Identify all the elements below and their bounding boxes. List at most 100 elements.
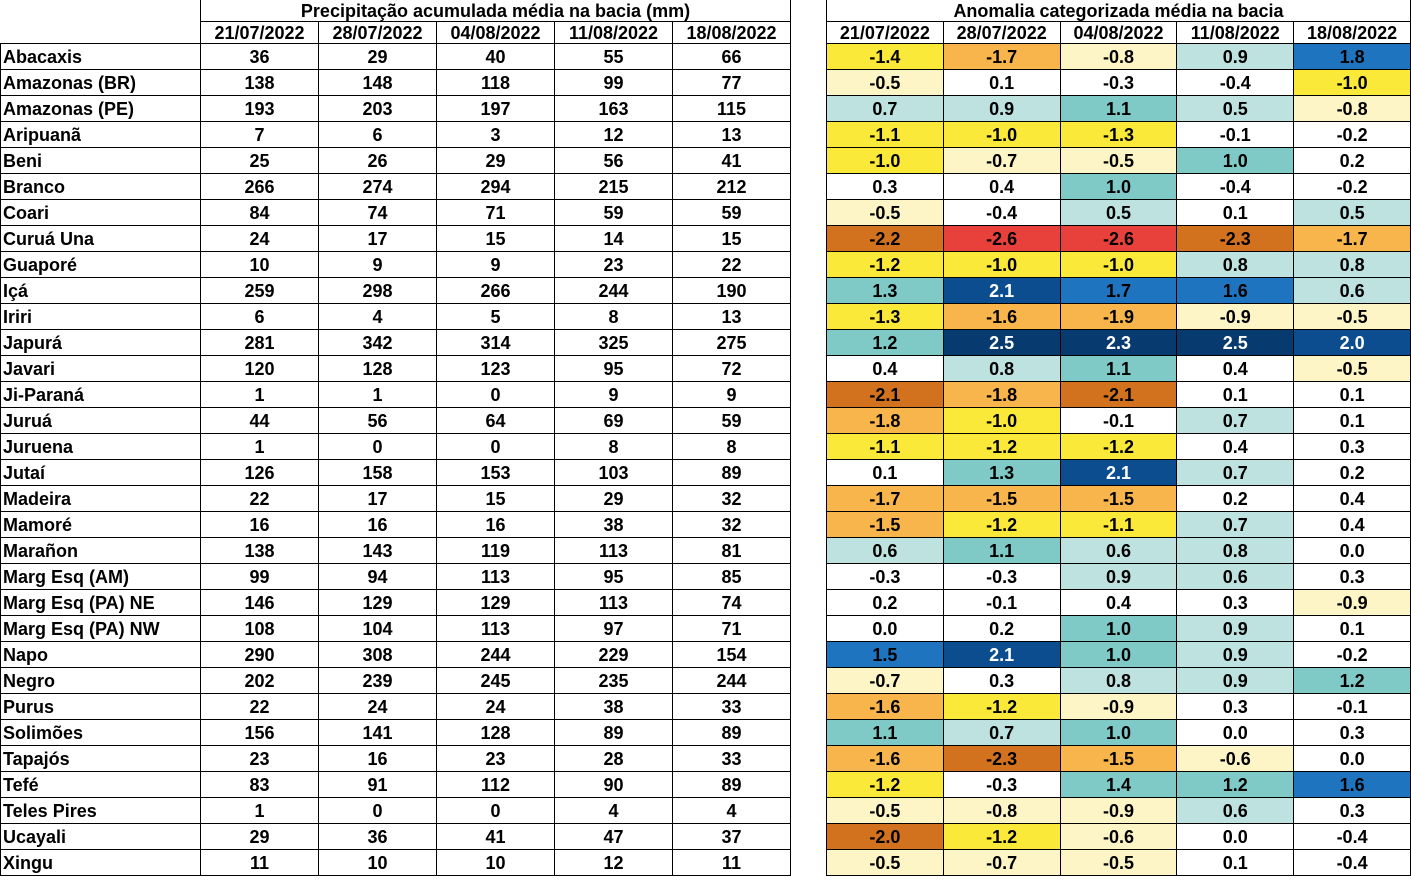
anomaly-cell: 2.0 bbox=[1293, 329, 1411, 356]
anomaly-cell: -2.3 bbox=[942, 745, 1061, 772]
basin-name: Marg Esq (PA) NW bbox=[0, 615, 201, 642]
anomaly-cell: -1.0 bbox=[1293, 69, 1411, 96]
table-row: Juruá 44 56 64 69 59 bbox=[0, 407, 791, 434]
anomaly-cell: -0.4 bbox=[1293, 849, 1411, 876]
precip-cell: 6 bbox=[200, 303, 319, 330]
anomaly-cell: -0.5 bbox=[826, 69, 944, 96]
anomaly-cell: -2.3 bbox=[1176, 225, 1295, 252]
table-row: 0.0 0.2 1.0 0.9 0.1 bbox=[826, 615, 1411, 642]
anomaly-cell: 1.3 bbox=[942, 459, 1061, 486]
precip-cell: 16 bbox=[318, 745, 437, 772]
table-row: Napo 290 308 244 229 154 bbox=[0, 641, 791, 668]
table-row: -0.5 -0.8 -0.9 0.6 0.3 bbox=[826, 797, 1411, 824]
table-row: Amazonas (PE) 193 203 197 163 115 bbox=[0, 95, 791, 122]
anomaly-cell: 1.0 bbox=[1059, 173, 1178, 200]
anomaly-table-title: Anomalia categorizada média na bacia bbox=[826, 0, 1411, 22]
precip-cell: 24 bbox=[318, 693, 437, 720]
precip-cell: 6 bbox=[318, 121, 437, 148]
precip-table-title: Precipitação acumulada média na bacia (m… bbox=[200, 0, 791, 22]
anomaly-cell: 0.6 bbox=[1059, 537, 1178, 564]
table-row: 0.1 1.3 2.1 0.7 0.2 bbox=[826, 459, 1411, 486]
precip-cell: 17 bbox=[318, 485, 437, 512]
anomaly-cell: 0.4 bbox=[1293, 511, 1411, 538]
precip-cell: 28 bbox=[554, 745, 673, 772]
anomaly-cell: 0.4 bbox=[1176, 355, 1295, 382]
table-row: -1.5 -1.2 -1.1 0.7 0.4 bbox=[826, 511, 1411, 538]
anomaly-cell: 0.9 bbox=[1176, 615, 1295, 642]
precip-cell: 36 bbox=[318, 823, 437, 850]
basin-name: Marg Esq (AM) bbox=[0, 563, 201, 590]
anomaly-cell: -0.4 bbox=[942, 199, 1061, 226]
anomaly-cell: 0.2 bbox=[826, 589, 944, 616]
anomaly-date-header: 04/08/2022 bbox=[1059, 21, 1178, 44]
anomaly-cell: 1.0 bbox=[1059, 719, 1178, 746]
table-row: Madeira 22 17 15 29 32 bbox=[0, 485, 791, 512]
anomaly-cell: -0.2 bbox=[1293, 641, 1411, 668]
precip-cell: 72 bbox=[672, 355, 791, 382]
precip-cell: 16 bbox=[318, 511, 437, 538]
anomaly-cell: -1.9 bbox=[1059, 303, 1178, 330]
anomaly-cell: 1.2 bbox=[826, 329, 944, 356]
anomaly-cell: -1.6 bbox=[826, 693, 944, 720]
basin-name: Marg Esq (PA) NE bbox=[0, 589, 201, 616]
anomaly-cell: -0.9 bbox=[1059, 693, 1178, 720]
anomaly-cell: 0.3 bbox=[1293, 433, 1411, 460]
anomaly-cell: -0.2 bbox=[1293, 121, 1411, 148]
precip-cell: 244 bbox=[436, 641, 555, 668]
anomaly-cell: -1.2 bbox=[826, 251, 944, 278]
anomaly-cell: 0.1 bbox=[1293, 381, 1411, 408]
precip-cell: 59 bbox=[554, 199, 673, 226]
basin-name: Aripuanã bbox=[0, 121, 201, 148]
anomaly-cell: -1.6 bbox=[826, 745, 944, 772]
anomaly-cell: 0.8 bbox=[1176, 537, 1295, 564]
basin-name: Iriri bbox=[0, 303, 201, 330]
anomaly-cell: 1.2 bbox=[1293, 667, 1411, 694]
anomaly-cell: 0.6 bbox=[1176, 563, 1295, 590]
precip-cell: 290 bbox=[200, 641, 319, 668]
table-row: -1.3 -1.6 -1.9 -0.9 -0.5 bbox=[826, 303, 1411, 330]
table-row: Juruena 1 0 0 8 8 bbox=[0, 433, 791, 460]
precip-date-header: 11/08/2022 bbox=[554, 21, 673, 44]
table-row: Marañon 138 143 119 113 81 bbox=[0, 537, 791, 564]
precip-cell: 1 bbox=[200, 381, 319, 408]
anomaly-cell: 0.1 bbox=[1176, 381, 1295, 408]
anomaly-cell: -0.1 bbox=[1059, 407, 1178, 434]
precip-cell: 1 bbox=[318, 381, 437, 408]
anomaly-cell: 0.1 bbox=[1293, 615, 1411, 642]
table-row: Marg Esq (PA) NW 108 104 113 97 71 bbox=[0, 615, 791, 642]
anomaly-cell: 0.6 bbox=[1293, 277, 1411, 304]
table-row: Beni 25 26 29 56 41 bbox=[0, 147, 791, 174]
precip-cell: 3 bbox=[436, 121, 555, 148]
precip-cell: 89 bbox=[672, 459, 791, 486]
table-row: Marg Esq (PA) NE 146 129 129 113 74 bbox=[0, 589, 791, 616]
table-row: 1.3 2.1 1.7 1.6 0.6 bbox=[826, 277, 1411, 304]
anomaly-date-header: 21/07/2022 bbox=[826, 21, 944, 44]
basin-name: Juruena bbox=[0, 433, 201, 460]
precip-cell: 22 bbox=[200, 693, 319, 720]
anomaly-cell: -0.5 bbox=[1293, 355, 1411, 382]
anomaly-cell: -0.1 bbox=[1293, 693, 1411, 720]
precip-cell: 89 bbox=[554, 719, 673, 746]
precip-cell: 281 bbox=[200, 329, 319, 356]
anomaly-cell: 0.0 bbox=[1293, 745, 1411, 772]
basin-name: Amazonas (BR) bbox=[0, 69, 201, 96]
anomaly-cell: 2.1 bbox=[942, 277, 1061, 304]
precip-cell: 119 bbox=[436, 537, 555, 564]
basin-name: Negro bbox=[0, 667, 201, 694]
anomaly-cell: 0.7 bbox=[1176, 511, 1295, 538]
precip-cell: 44 bbox=[200, 407, 319, 434]
anomaly-cell: -0.7 bbox=[942, 849, 1061, 876]
anomaly-cell: -1.1 bbox=[826, 121, 944, 148]
anomaly-cell: -2.1 bbox=[826, 381, 944, 408]
precip-cell: 266 bbox=[200, 173, 319, 200]
precip-cell: 16 bbox=[436, 511, 555, 538]
anomaly-cell: -0.8 bbox=[1059, 43, 1178, 70]
precip-cell: 94 bbox=[318, 563, 437, 590]
table-row: Branco 266 274 294 215 212 bbox=[0, 173, 791, 200]
anomaly-cell: 1.5 bbox=[826, 641, 944, 668]
anomaly-cell: -0.9 bbox=[1176, 303, 1295, 330]
anomaly-cell: 0.0 bbox=[1293, 537, 1411, 564]
anomaly-cell: -2.2 bbox=[826, 225, 944, 252]
table-row: -1.6 -1.2 -0.9 0.3 -0.1 bbox=[826, 693, 1411, 720]
precip-cell: 113 bbox=[554, 589, 673, 616]
